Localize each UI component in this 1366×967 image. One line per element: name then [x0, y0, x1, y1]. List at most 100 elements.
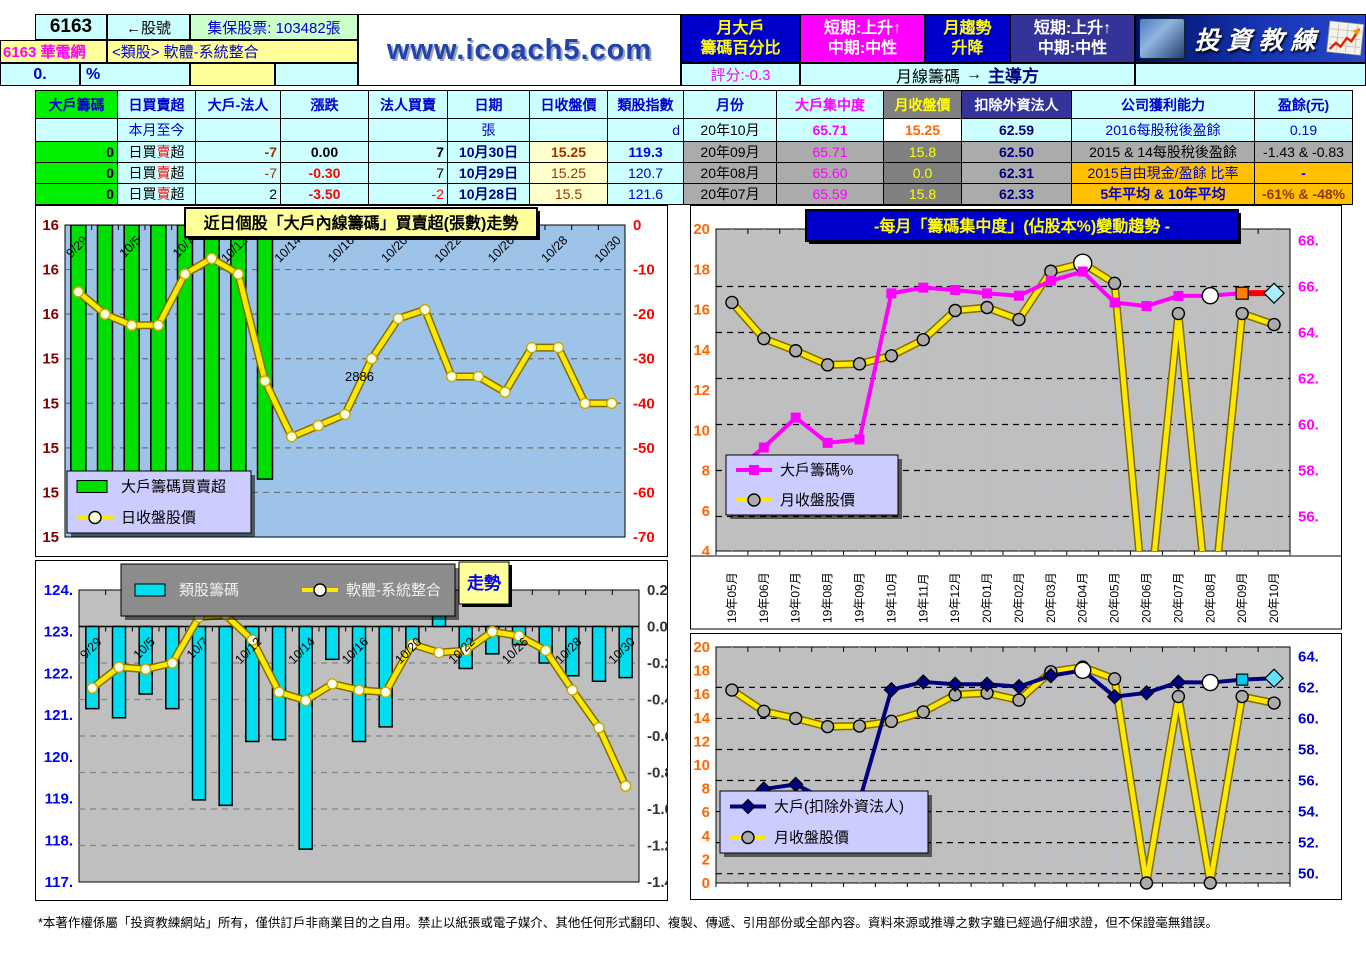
svg-text:20: 20 — [693, 639, 710, 656]
table-cell: 15.8 — [884, 184, 962, 205]
svg-text:走勢: 走勢 — [467, 573, 501, 593]
svg-text:15: 15 — [42, 440, 59, 457]
monthly-trend-label: 月趨勢 升降 — [925, 14, 1010, 63]
svg-text:20年02月: 20年02月 — [1012, 572, 1026, 623]
svg-text:4: 4 — [702, 828, 711, 845]
table-cell: 0 — [36, 163, 118, 184]
svg-text:121.: 121. — [44, 707, 73, 724]
svg-text:類股籌碼: 類股籌碼 — [179, 582, 239, 599]
table-cell: -61% & -48% — [1255, 184, 1353, 205]
table-cell: 盈餘(元) — [1255, 91, 1353, 119]
svg-text:-1.20: -1.20 — [647, 838, 668, 855]
monthly-data-table: 月份 大戶集中度 月收盤價 扣除外資法人 公司獲利能力 盈餘(元) 20年10月 65.71 1… — [683, 90, 1353, 205]
svg-text:123.: 123. — [44, 624, 73, 641]
score-cell: 評分:-0.3 — [681, 63, 800, 86]
table-cell: -3.50 — [281, 184, 369, 205]
table-cell: 10月30日 — [448, 142, 530, 163]
table-cell: 15.25 — [530, 163, 608, 184]
svg-text:-30: -30 — [633, 351, 655, 368]
table-cell: 0 — [36, 184, 118, 205]
svg-text:6: 6 — [702, 503, 710, 520]
table-cell: 2016每股稅後盈餘 — [1072, 119, 1255, 142]
svg-text:-0.20: -0.20 — [647, 655, 668, 672]
table-cell: 119.3 — [608, 142, 684, 163]
svg-text:10: 10 — [693, 757, 710, 774]
svg-text:20年05月: 20年05月 — [1108, 572, 1122, 623]
svg-text:大戶籌碼買賣超: 大戶籌碼買賣超 — [121, 479, 226, 496]
stock-name-cell: 6163 華電網 — [0, 40, 107, 63]
table-cell: 0 — [36, 142, 118, 163]
footer-disclaimer: *本著作權係屬「投資教練網站」所有，僅供訂戶非商業目的之自用。禁止以紙張或電子媒… — [38, 916, 1218, 930]
svg-text:12: 12 — [693, 382, 710, 399]
svg-text:19年12月: 19年12月 — [948, 572, 962, 623]
svg-text:64.: 64. — [1298, 325, 1319, 342]
svg-text:20年01月: 20年01月 — [980, 572, 994, 623]
custody-cell: 集保股票: 103482張 — [190, 14, 358, 40]
table-cell: 2 — [196, 184, 281, 205]
svg-text:122.: 122. — [44, 665, 73, 682]
svg-text:20年06月: 20年06月 — [1140, 572, 1154, 623]
svg-text:15: 15 — [42, 351, 59, 368]
svg-text:-0.60: -0.60 — [647, 728, 668, 745]
table-cell: 日買賣超 — [118, 91, 196, 119]
dominant-label: 主導方 — [988, 67, 1039, 86]
table-cell: 15.5 — [530, 184, 608, 205]
daily-insider-chips-chart: 16161615151515150-10-20-30-40-50-60-709/… — [35, 205, 668, 557]
table-cell: 0.0 — [884, 163, 962, 184]
table-cell: -7 — [196, 163, 281, 184]
svg-text:軟體-系統整合: 軟體-系統整合 — [346, 582, 441, 599]
table-cell: 65.60 — [777, 163, 884, 184]
svg-text:62.: 62. — [1298, 679, 1319, 696]
svg-text:-1.40: -1.40 — [647, 874, 668, 891]
mid-term-1: 中期:中性 — [827, 39, 898, 57]
table-cell — [281, 119, 369, 142]
table-cell: 121.6 — [608, 184, 684, 205]
svg-text:0: 0 — [702, 875, 710, 892]
svg-text:20年08月: 20年08月 — [1203, 572, 1217, 623]
svg-text:19年10月: 19年10月 — [884, 572, 898, 623]
table-cell: 公司獲利能力 — [1072, 91, 1255, 119]
stock-code-cell: 6163 — [35, 14, 107, 40]
logo[interactable]: 投資教練 — [1135, 14, 1366, 63]
table-cell: 2015 & 14每股稅後盈餘 — [1072, 142, 1255, 163]
svg-text:14: 14 — [693, 710, 710, 727]
svg-text:20年04月: 20年04月 — [1076, 572, 1090, 623]
svg-text:68.: 68. — [1298, 233, 1319, 250]
site-link[interactable]: www.icoach5.com — [386, 33, 653, 66]
monthly-chips-label: 月線籌碼 — [895, 68, 960, 86]
svg-text:0: 0 — [633, 217, 641, 234]
right-filler-cell — [1135, 63, 1366, 86]
table-cell: -0.30 — [281, 163, 369, 184]
table-cell: 20年10月 — [684, 119, 777, 142]
table-cell: 15.8 — [884, 142, 962, 163]
svg-text:19年06月: 19年06月 — [757, 572, 771, 623]
svg-text:15: 15 — [42, 395, 59, 412]
svg-text:-40: -40 — [633, 395, 655, 412]
svg-text:16: 16 — [693, 686, 710, 703]
table-cell: 5年平均 & 10年平均 — [1072, 184, 1255, 205]
svg-text:16: 16 — [693, 302, 710, 319]
svg-text:近日個股「大戶內線籌碼」買賣超(張數)走勢: 近日個股「大戶內線籌碼」買賣超(張數)走勢 — [204, 214, 519, 233]
svg-text:18: 18 — [693, 663, 710, 680]
table-cell: 62.59 — [962, 119, 1072, 142]
table-cell: 張 — [448, 119, 530, 142]
svg-text:-60: -60 — [633, 484, 655, 501]
table-cell: 類股指數 — [608, 91, 684, 119]
logo-photo — [1139, 18, 1185, 59]
svg-text:16: 16 — [42, 217, 59, 234]
svg-text:119.: 119. — [45, 791, 73, 808]
svg-text:-50: -50 — [633, 440, 655, 457]
table-cell: 大戶-法人 — [196, 91, 281, 119]
svg-text:0.00: 0.00 — [647, 619, 668, 636]
logo-chart-icon — [1325, 20, 1364, 56]
svg-text:50.: 50. — [1298, 866, 1319, 883]
svg-text:12: 12 — [693, 733, 710, 750]
logo-text: 投資教練 — [1194, 27, 1323, 55]
short-term-2: 短期:上升↑ — [1033, 19, 1112, 37]
filler-cyan-cell — [275, 63, 358, 86]
table-cell: 15.25 — [884, 119, 962, 142]
svg-text:54.: 54. — [1298, 804, 1319, 821]
svg-text:118.: 118. — [45, 832, 73, 849]
svg-text:4: 4 — [702, 543, 711, 560]
